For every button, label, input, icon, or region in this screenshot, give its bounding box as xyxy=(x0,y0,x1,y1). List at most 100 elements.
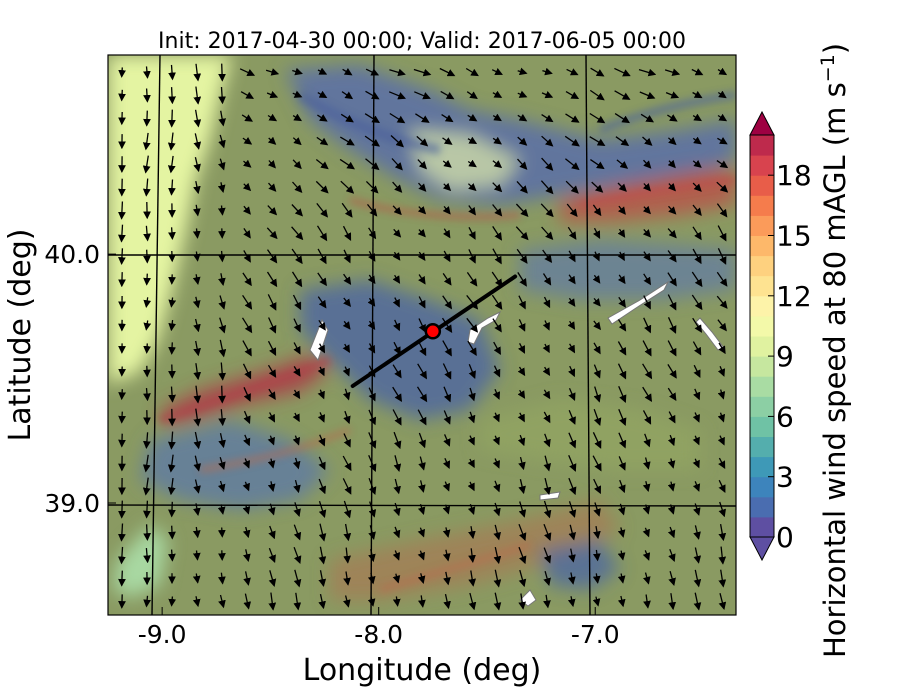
wind-vector-arrow xyxy=(467,159,477,168)
colorbar-swatch xyxy=(750,436,774,458)
wind-vector-arrow xyxy=(442,273,452,286)
wind-vector-arrow xyxy=(517,158,528,170)
wind-vector-arrow xyxy=(468,592,477,611)
x-axis-label: Longitude (deg) xyxy=(303,653,542,688)
wind-vector-arrow xyxy=(268,592,277,611)
wind-vector-arrow xyxy=(642,550,651,561)
wind-vector-arrow xyxy=(293,479,301,494)
wind-vector-arrow xyxy=(667,317,677,334)
wind-vector-arrow xyxy=(416,135,429,147)
wind-vector-arrow xyxy=(717,90,727,99)
wind-vector-arrow xyxy=(615,136,630,147)
wind-vector-arrow xyxy=(642,504,651,515)
wind-vector-arrow xyxy=(218,110,226,127)
wind-vector-arrow xyxy=(242,526,251,539)
wind-vector-arrow xyxy=(343,433,351,448)
wind-vector-arrow xyxy=(318,478,327,495)
y-axis-label: Latitude (deg) xyxy=(3,229,38,442)
wind-vector-arrow xyxy=(292,389,301,400)
wind-vector-arrow xyxy=(143,225,151,242)
colorbar-swatch xyxy=(750,315,774,337)
wind-vector-arrow xyxy=(418,296,426,309)
wind-vector-arrow xyxy=(516,180,528,194)
colorbar-swatch xyxy=(750,175,774,196)
wind-vector-arrow xyxy=(718,523,727,542)
wind-vector-arrow xyxy=(392,526,401,539)
wind-vector-arrow xyxy=(167,431,176,450)
wind-vector-arrow xyxy=(218,362,227,381)
wind-vector-arrow xyxy=(441,114,454,123)
wind-vector-arrow xyxy=(393,502,401,517)
wind-vector-arrow xyxy=(642,363,653,380)
wind-vector-arrow xyxy=(365,158,380,171)
wind-vector-arrow xyxy=(467,458,475,469)
wind-vector-arrow xyxy=(367,572,376,585)
wind-vector-arrow xyxy=(692,90,703,99)
wind-vector-arrow xyxy=(316,136,329,146)
wind-vector-arrow xyxy=(417,573,426,584)
wind-vector-arrow xyxy=(268,317,277,334)
wind-vector-arrow xyxy=(143,297,152,308)
colorbar-swatch xyxy=(750,155,774,176)
wind-vector-arrow xyxy=(168,109,176,128)
colorbar-frame xyxy=(749,134,775,538)
wind-vector-arrow xyxy=(515,226,529,241)
wind-vector-arrow xyxy=(518,593,527,610)
wind-vector-arrow xyxy=(718,479,726,493)
wind-vector-arrow xyxy=(568,548,576,563)
wind-vector-arrow xyxy=(267,458,276,469)
wind-vector-arrow xyxy=(168,596,177,607)
wind-vector-arrow xyxy=(293,502,301,517)
wind-vector-arrow xyxy=(542,389,551,400)
wind-vector-arrow xyxy=(418,182,427,192)
wind-vector-arrow xyxy=(566,203,578,218)
wind-vector-arrow xyxy=(617,595,626,608)
wind-vector-arrow xyxy=(292,113,303,122)
wind-vector-arrow xyxy=(618,479,626,494)
colorbar-label-close: ) xyxy=(818,43,852,54)
wind-vector-arrow xyxy=(716,271,728,287)
wind-vector-arrow xyxy=(168,227,176,240)
wind-vector-arrow xyxy=(617,182,627,192)
wind-vector-arrow xyxy=(668,205,677,215)
wind-vector-arrow xyxy=(417,504,426,516)
wind-vector-arrow xyxy=(491,271,503,288)
wind-vector-arrow xyxy=(692,204,702,217)
colorbar-swatch xyxy=(750,275,774,297)
wind-vector-arrow xyxy=(267,160,276,169)
x-tick-label: -8.0 xyxy=(354,620,403,649)
wind-vector-arrow xyxy=(467,136,478,144)
wind-vector-arrow xyxy=(692,248,702,265)
wind-vector-arrow xyxy=(414,91,431,100)
wind-vector-arrow xyxy=(317,412,326,423)
wind-vector-arrow xyxy=(218,339,227,358)
wind-vector-arrow xyxy=(593,408,602,427)
wind-vector-arrow xyxy=(143,110,151,127)
wind-vector-arrow xyxy=(317,366,325,377)
wind-vector-arrow xyxy=(193,86,202,105)
wind-vector-arrow xyxy=(291,226,304,241)
wind-vector-arrow xyxy=(317,389,325,400)
brown-band-south xyxy=(330,500,620,600)
wind-vector-arrow xyxy=(517,412,525,423)
wind-vector-arrow xyxy=(442,205,451,215)
wind-vector-arrow xyxy=(118,389,126,401)
wind-vector-arrow xyxy=(240,91,255,99)
wind-vector-arrow xyxy=(417,363,427,380)
wind-vector-arrow xyxy=(242,294,253,310)
wind-vector-arrow xyxy=(568,477,577,496)
wind-vector-arrow xyxy=(117,523,126,542)
wind-vector-arrow xyxy=(717,137,728,145)
wind-vector-arrow xyxy=(616,159,629,169)
wind-vector-arrow xyxy=(266,90,279,99)
wind-vector-arrow xyxy=(243,228,251,239)
wind-vector-arrow xyxy=(217,182,226,193)
wind-vector-arrow xyxy=(265,68,280,76)
wind-vector-arrow xyxy=(617,550,626,561)
wind-vector-arrow xyxy=(341,91,354,100)
wind-vector-arrow xyxy=(118,570,126,587)
colorbar-tick-label: 0 xyxy=(776,521,794,554)
mask-river-2 xyxy=(695,317,725,351)
wind-vector-arrow xyxy=(517,136,528,146)
wind-vector-arrow xyxy=(318,570,327,587)
